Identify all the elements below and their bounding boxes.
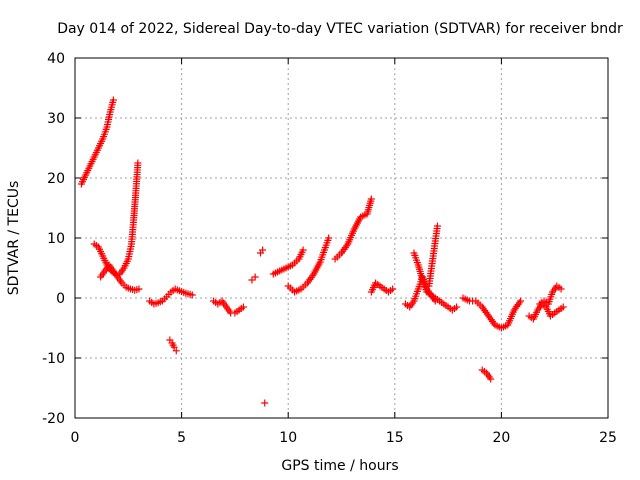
x-tick-label: 15 (386, 430, 404, 446)
tick-layer (74, 57, 609, 419)
x-tick-label: 20 (492, 430, 510, 446)
grid-layer (75, 58, 608, 418)
data-point (487, 375, 495, 383)
y-tick-label: 20 (47, 171, 65, 187)
data-point (172, 347, 180, 355)
data-point (188, 291, 196, 299)
x-tick-label: 25 (599, 430, 617, 446)
y-tick-label: -10 (42, 351, 65, 367)
x-tick-label: 10 (279, 430, 297, 446)
data-point (259, 246, 267, 254)
data-point (557, 285, 565, 293)
y-tick-label: -20 (42, 411, 65, 427)
chart-title: Day 014 of 2022, Sidereal Day-to-day VTE… (57, 21, 623, 37)
y-tick-label: 10 (47, 231, 65, 247)
x-tick-label: 0 (71, 430, 80, 446)
data-point (251, 273, 259, 281)
y-tick-label: 30 (47, 111, 65, 127)
data-point (453, 303, 461, 311)
data-point (109, 96, 117, 104)
data-point (134, 159, 142, 167)
y-tick-label: 0 (56, 291, 65, 307)
data-point (559, 303, 567, 311)
y-tick-label: 40 (47, 51, 65, 67)
data-point (367, 195, 375, 203)
data-point (433, 222, 441, 230)
data-point (135, 285, 143, 293)
data-point (261, 399, 269, 407)
tick-label-layer: 0 5 10 15 20 25 -20 -10 0 10 20 30 40 (42, 51, 617, 446)
data-point (239, 303, 247, 311)
data-point (170, 343, 178, 351)
data-marks (77, 96, 567, 407)
x-tick-label: 5 (177, 430, 186, 446)
x-axis-label: GPS time / hours (281, 458, 398, 474)
data-point (325, 234, 333, 242)
data-point (248, 276, 256, 284)
data-point (389, 285, 397, 293)
data-point (299, 246, 307, 254)
data-point (517, 297, 525, 305)
y-axis-label: SDTVAR / TECUs (6, 181, 22, 296)
